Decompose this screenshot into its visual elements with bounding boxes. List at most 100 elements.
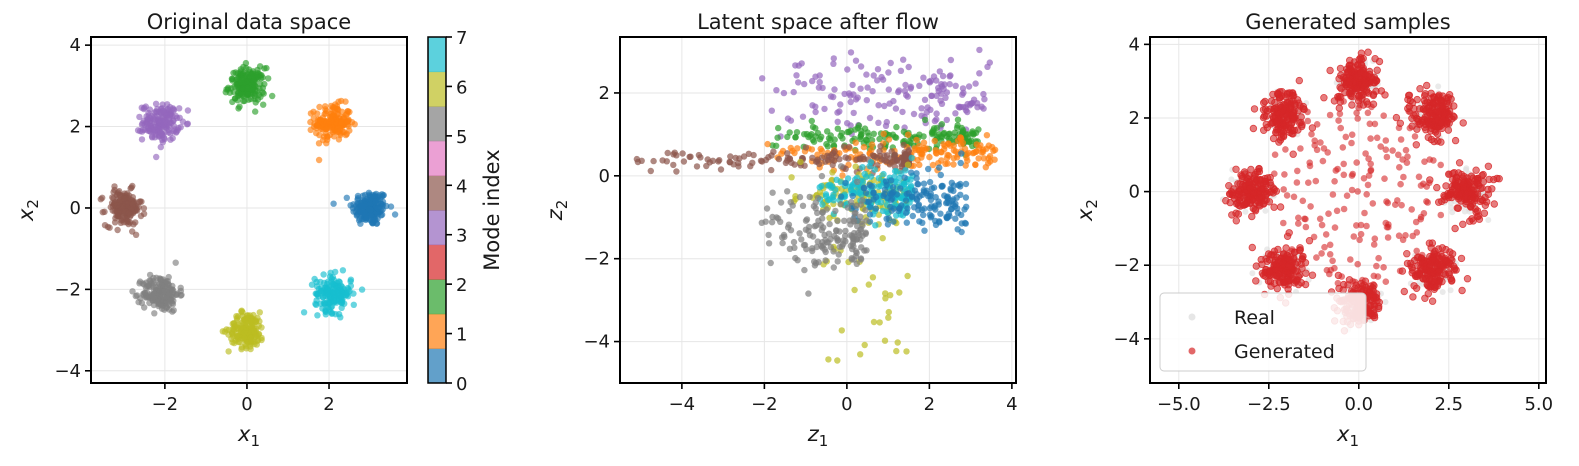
generated-point bbox=[1294, 280, 1303, 289]
latent-point-mode-7 bbox=[863, 217, 870, 224]
data-point-mode-8 bbox=[229, 339, 236, 346]
data-point-mode-4 bbox=[173, 128, 180, 135]
generated-point bbox=[1280, 219, 1287, 227]
latent-point-mode-0 bbox=[954, 226, 961, 233]
data-point-mode-4 bbox=[166, 103, 174, 111]
latent-point-mode-4 bbox=[759, 75, 766, 82]
generated-point bbox=[1456, 190, 1464, 199]
generated-point bbox=[1316, 215, 1324, 223]
latent-point-mode-5 bbox=[876, 152, 884, 160]
x-axis-label: z1 bbox=[807, 422, 829, 450]
generated-point bbox=[1326, 251, 1334, 258]
data-point-mode-1 bbox=[322, 126, 330, 133]
latent-point-mode-5 bbox=[726, 158, 733, 166]
latent-point-mode-4 bbox=[910, 110, 918, 118]
generated-point bbox=[1274, 245, 1282, 254]
generated-point bbox=[1455, 159, 1464, 167]
latent-point-mode-1 bbox=[885, 136, 893, 143]
data-point-mode-4 bbox=[161, 117, 168, 125]
generated-point bbox=[1370, 281, 1377, 288]
latent-point-mode-2 bbox=[769, 142, 776, 149]
generated-point bbox=[1306, 159, 1313, 166]
latent-point-mode-7 bbox=[763, 205, 771, 212]
generated-point bbox=[1267, 97, 1276, 105]
data-point-mode-7 bbox=[150, 283, 157, 290]
generated-point bbox=[1409, 293, 1417, 301]
latent-point-mode-7 bbox=[850, 243, 857, 250]
latent-point-mode-4 bbox=[946, 81, 953, 88]
latent-point-mode-0 bbox=[881, 186, 889, 194]
generated-point bbox=[1484, 162, 1493, 170]
generated-point bbox=[1364, 181, 1372, 189]
latent-point-mode-0 bbox=[895, 207, 902, 214]
generated-point bbox=[1336, 83, 1344, 91]
latent-point-mode-7 bbox=[827, 235, 834, 243]
latent-point-mode-0 bbox=[837, 193, 845, 200]
latent-point-mode-1 bbox=[808, 146, 816, 153]
latent-point-mode-2 bbox=[862, 136, 870, 143]
latent-point-mode-4 bbox=[981, 96, 988, 103]
latent-point-mode-5 bbox=[659, 157, 666, 164]
generated-point bbox=[1426, 275, 1434, 283]
colorbar-segment-6 bbox=[428, 140, 446, 176]
generated-point bbox=[1334, 95, 1342, 102]
data-point-mode-0 bbox=[357, 220, 364, 227]
data-point-mode-1 bbox=[317, 125, 324, 133]
generated-point bbox=[1232, 217, 1240, 225]
data-point-mode-9 bbox=[336, 287, 343, 294]
latent-point-mode-8 bbox=[879, 235, 886, 242]
data-point-mode-2 bbox=[259, 74, 266, 81]
latent-point-mode-5 bbox=[845, 155, 852, 162]
generated-point bbox=[1363, 191, 1370, 198]
generated-point bbox=[1294, 167, 1301, 175]
y-tick-label: −2 bbox=[1113, 255, 1140, 276]
latent-point-mode-1 bbox=[904, 131, 912, 138]
latent-point-mode-0 bbox=[963, 203, 970, 210]
latent-point-mode-0 bbox=[937, 210, 944, 217]
generated-point bbox=[1348, 101, 1356, 109]
latent-point-mode-8 bbox=[825, 356, 832, 363]
latent-point-mode-4 bbox=[816, 78, 823, 86]
generated-point bbox=[1250, 105, 1259, 113]
generated-point bbox=[1357, 230, 1365, 238]
generated-point bbox=[1245, 177, 1253, 186]
latent-point-mode-8 bbox=[797, 158, 804, 166]
generated-point bbox=[1412, 284, 1421, 292]
generated-point bbox=[1335, 104, 1343, 112]
generated-point bbox=[1308, 271, 1317, 279]
x-tick-label: −2.5 bbox=[1247, 394, 1291, 415]
data-point-mode-7 bbox=[178, 291, 185, 299]
latent-point-mode-4 bbox=[790, 88, 797, 96]
generated-point bbox=[1369, 200, 1377, 207]
data-point-mode-8 bbox=[252, 318, 260, 325]
data-point-mode-8 bbox=[233, 315, 241, 322]
latent-point-mode-7 bbox=[803, 216, 811, 223]
generated-point bbox=[1267, 120, 1275, 128]
latent-point-mode-4 bbox=[920, 74, 927, 81]
latent-point-mode-0 bbox=[902, 197, 910, 204]
generated-point bbox=[1240, 168, 1249, 176]
latent-point-mode-7 bbox=[765, 231, 772, 239]
latent-point-mode-0 bbox=[870, 190, 877, 197]
generated-point bbox=[1339, 144, 1347, 151]
generated-point bbox=[1472, 175, 1480, 183]
generated-point bbox=[1259, 113, 1268, 122]
generated-point bbox=[1323, 266, 1331, 274]
latent-point-mode-0 bbox=[920, 211, 927, 219]
latent-point-mode-7 bbox=[830, 264, 837, 271]
data-point-mode-8 bbox=[258, 324, 265, 331]
data-point-mode-7 bbox=[137, 295, 144, 302]
generated-point bbox=[1313, 121, 1321, 128]
data-point-mode-5 bbox=[140, 205, 148, 212]
latent-point-mode-2 bbox=[938, 121, 946, 128]
latent-point-mode-1 bbox=[943, 154, 951, 162]
latent-point-mode-4 bbox=[931, 117, 939, 125]
latent-point-mode-4 bbox=[899, 108, 906, 116]
data-point-mode-1 bbox=[342, 98, 349, 105]
generated-point bbox=[1402, 146, 1410, 154]
latent-point-mode-0 bbox=[915, 201, 923, 208]
generated-point bbox=[1444, 101, 1453, 110]
latent-point-mode-7 bbox=[820, 224, 827, 231]
latent-point-mode-1 bbox=[929, 161, 937, 169]
